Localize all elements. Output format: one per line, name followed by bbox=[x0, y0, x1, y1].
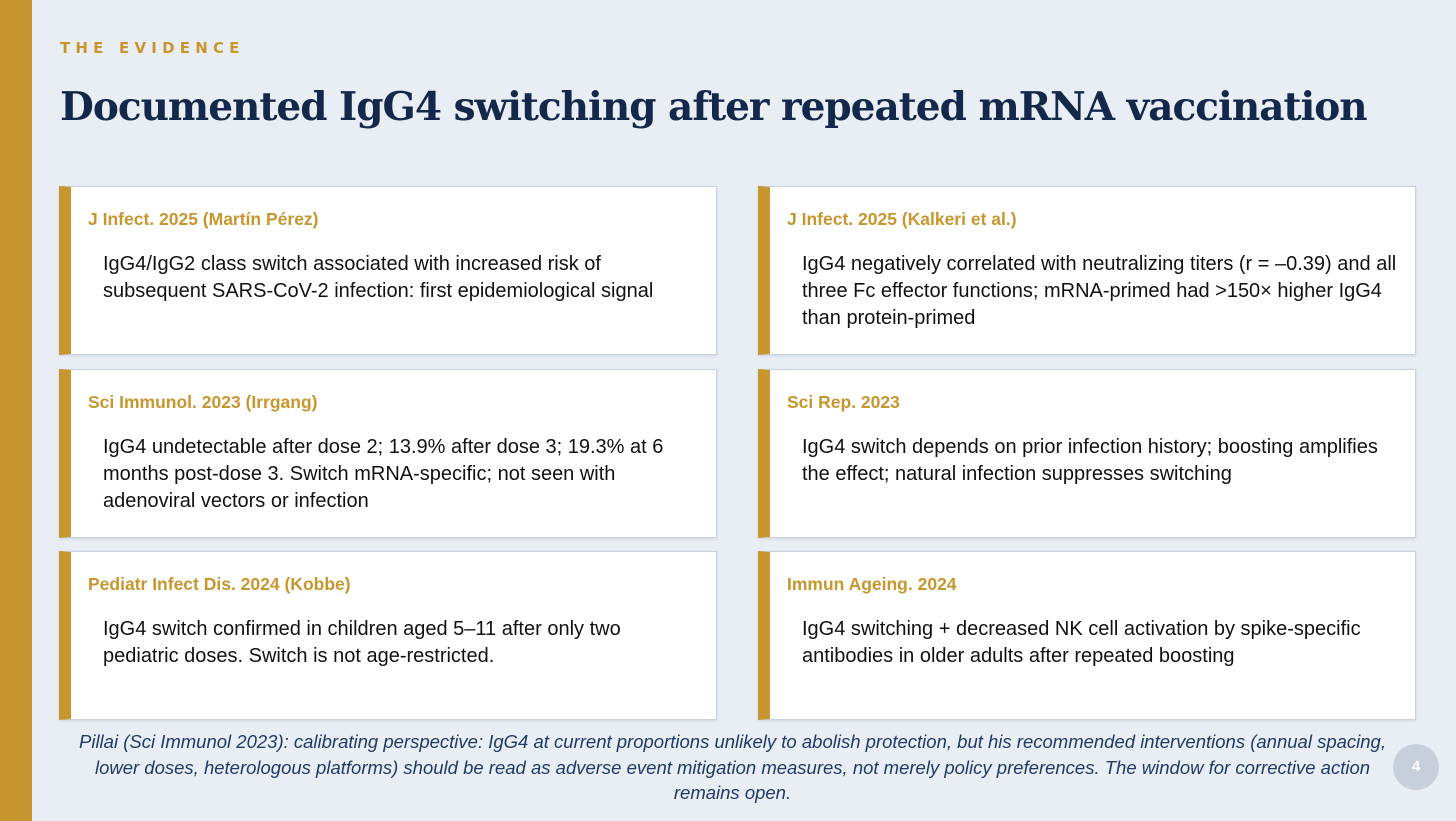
card-finding: IgG4 switching + decreased NK cell activ… bbox=[802, 618, 1361, 667]
card-finding: IgG4/IgG2 class switch associated with i… bbox=[103, 253, 654, 302]
card-citation: J Infect. 2025 (Martín Pérez) bbox=[88, 209, 319, 229]
card-citation: J Infect. 2025 (Kalkeri et al.) bbox=[787, 209, 1017, 229]
card-citation: Pediatr Infect Dis. 2024 (Kobbe) bbox=[88, 574, 351, 594]
slide-title: Documented IgG4 switching after repeated… bbox=[60, 84, 1368, 130]
evidence-card-kalkeri: J Infect. 2025 (Kalkeri et al.) IgG4 neg… bbox=[758, 186, 1416, 355]
card-citation: Immun Ageing. 2024 bbox=[787, 574, 957, 594]
evidence-card-sci-rep: Sci Rep. 2023 IgG4 switch depends on pri… bbox=[758, 369, 1416, 538]
card-finding: IgG4 switch depends on prior infection h… bbox=[802, 436, 1378, 485]
evidence-card-kobbe: Pediatr Infect Dis. 2024 (Kobbe) IgG4 sw… bbox=[59, 551, 717, 720]
card-citation: Sci Immunol. 2023 (Irrgang) bbox=[88, 392, 318, 412]
evidence-card-irrgang: Sci Immunol. 2023 (Irrgang) IgG4 undetec… bbox=[59, 369, 717, 538]
section-kicker: THE EVIDENCE bbox=[60, 39, 245, 57]
card-finding: IgG4 switch confirmed in children aged 5… bbox=[103, 618, 621, 667]
page-number-badge: 4 bbox=[1393, 744, 1439, 790]
card-finding: IgG4 negatively correlated with neutrali… bbox=[802, 253, 1397, 329]
card-finding: IgG4 undetectable after dose 2; 13.9% af… bbox=[103, 436, 664, 512]
card-citation: Sci Rep. 2023 bbox=[787, 392, 900, 412]
left-accent-bar bbox=[0, 0, 32, 821]
evidence-card-immun-ageing: Immun Ageing. 2024 IgG4 switching + decr… bbox=[758, 551, 1416, 720]
evidence-card-martin-perez: J Infect. 2025 (Martín Pérez) IgG4/IgG2 … bbox=[59, 186, 717, 355]
footer-note: Pillai (Sci Immunol 2023): calibrating p… bbox=[79, 731, 1386, 803]
